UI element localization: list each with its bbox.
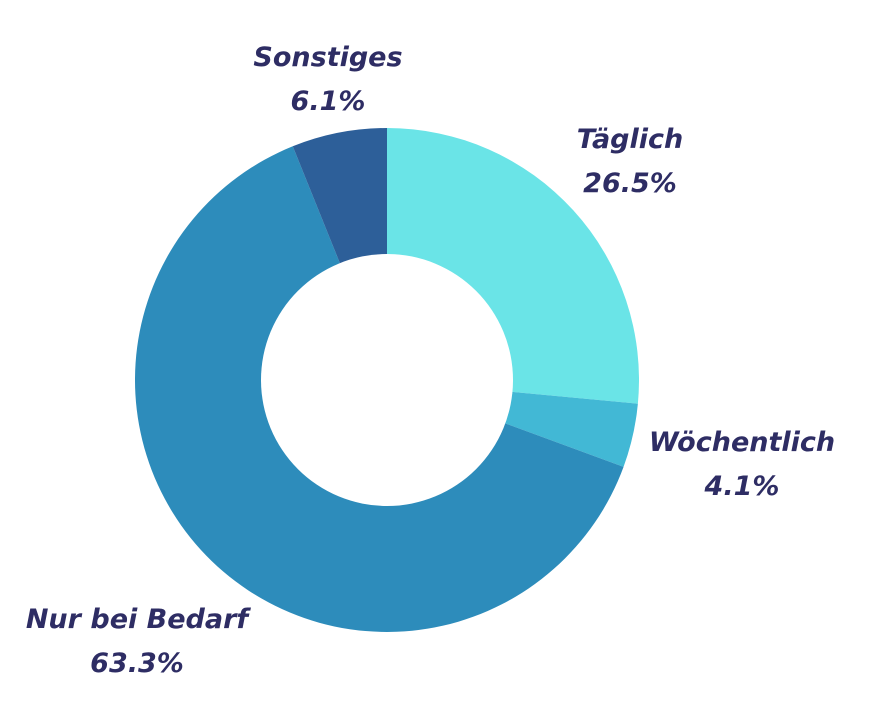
slice-labels: Täglich 26.5% Wöchentlich 4.1% Nur bei Bedar… [26, 42, 835, 679]
slice-label-value: 6.1% [291, 86, 366, 117]
slice-label-value: 63.3% [90, 648, 184, 679]
slice-label-name: Sonstiges [253, 42, 402, 73]
slice-label-name: Täglich [577, 124, 684, 155]
slice-label-name: Nur bei Bedarf [26, 604, 252, 635]
slice-label-value: 26.5% [583, 168, 677, 199]
slice-label-value: 4.1% [704, 471, 780, 502]
donut-hole [261, 254, 513, 506]
slice-label-name: Wöchentlich [649, 427, 835, 458]
